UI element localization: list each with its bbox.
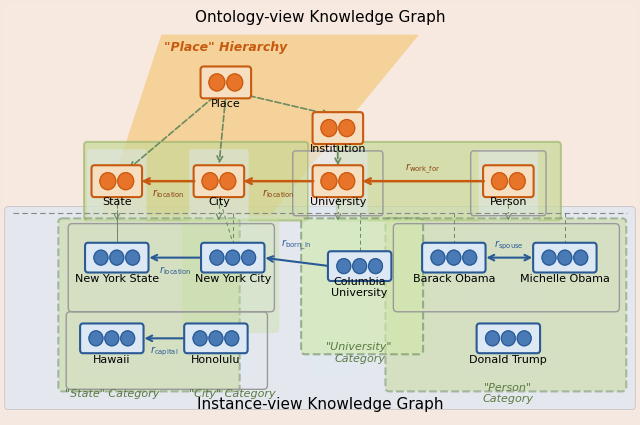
Circle shape: [100, 173, 116, 190]
FancyBboxPatch shape: [4, 207, 636, 409]
FancyBboxPatch shape: [85, 243, 148, 272]
FancyBboxPatch shape: [3, 3, 637, 411]
Text: "Person"
Category: "Person" Category: [483, 383, 534, 404]
Circle shape: [89, 331, 103, 346]
Text: Institution: Institution: [310, 144, 366, 154]
FancyBboxPatch shape: [385, 218, 627, 391]
Circle shape: [337, 259, 351, 274]
Circle shape: [94, 250, 108, 265]
Text: New York State: New York State: [75, 274, 159, 284]
FancyBboxPatch shape: [533, 243, 596, 272]
Circle shape: [431, 250, 445, 265]
Circle shape: [509, 173, 525, 190]
FancyBboxPatch shape: [200, 66, 251, 98]
FancyBboxPatch shape: [194, 165, 244, 197]
Text: City: City: [208, 197, 230, 207]
FancyBboxPatch shape: [189, 149, 248, 377]
Text: "Place" Hierarchy: "Place" Hierarchy: [164, 41, 287, 54]
Circle shape: [209, 74, 225, 91]
Circle shape: [517, 331, 531, 346]
Text: Hawaii: Hawaii: [93, 354, 131, 365]
Circle shape: [242, 250, 255, 265]
Circle shape: [209, 331, 223, 346]
FancyBboxPatch shape: [184, 323, 248, 353]
FancyBboxPatch shape: [337, 142, 561, 221]
Circle shape: [121, 331, 134, 346]
Text: Instance-view Knowledge Graph: Instance-view Knowledge Graph: [196, 397, 444, 412]
FancyBboxPatch shape: [328, 251, 392, 281]
FancyBboxPatch shape: [483, 165, 534, 197]
Circle shape: [353, 259, 367, 274]
Text: "City" Category: "City" Category: [189, 388, 276, 399]
Text: $r_{\rm location}$: $r_{\rm location}$: [159, 264, 191, 277]
Circle shape: [463, 250, 477, 265]
Circle shape: [118, 173, 134, 190]
Text: Barack Obama: Barack Obama: [413, 274, 495, 284]
FancyBboxPatch shape: [308, 149, 367, 377]
FancyBboxPatch shape: [84, 142, 308, 221]
Text: $r_{\rm born\_in}$: $r_{\rm born\_in}$: [281, 238, 312, 252]
FancyBboxPatch shape: [477, 323, 540, 353]
Circle shape: [501, 331, 515, 346]
FancyBboxPatch shape: [92, 165, 142, 197]
Text: "State" Category: "State" Category: [65, 388, 159, 399]
Circle shape: [225, 331, 239, 346]
Circle shape: [542, 250, 556, 265]
Text: Ontology-view Knowledge Graph: Ontology-view Knowledge Graph: [195, 10, 445, 25]
Circle shape: [339, 173, 355, 190]
Circle shape: [125, 250, 140, 265]
Text: Columbia
University: Columbia University: [332, 277, 388, 298]
FancyBboxPatch shape: [87, 149, 147, 377]
Circle shape: [321, 173, 337, 190]
FancyBboxPatch shape: [301, 218, 423, 354]
Circle shape: [321, 119, 337, 136]
Circle shape: [369, 259, 383, 274]
Text: Person: Person: [490, 197, 527, 207]
FancyBboxPatch shape: [80, 323, 143, 353]
Text: Michelle Obama: Michelle Obama: [520, 274, 610, 284]
Text: $r_{\rm work\_for}$: $r_{\rm work\_for}$: [405, 162, 441, 176]
Text: State: State: [102, 197, 132, 207]
Circle shape: [220, 173, 236, 190]
Text: $r_{\rm location}$: $r_{\rm location}$: [152, 187, 184, 200]
FancyBboxPatch shape: [201, 243, 264, 272]
Circle shape: [447, 250, 461, 265]
Text: $r_{\rm location}$: $r_{\rm location}$: [262, 187, 294, 200]
Text: University: University: [310, 197, 366, 207]
Circle shape: [558, 250, 572, 265]
FancyBboxPatch shape: [422, 243, 486, 272]
Circle shape: [227, 74, 243, 91]
Circle shape: [226, 250, 240, 265]
FancyBboxPatch shape: [312, 112, 363, 144]
Circle shape: [574, 250, 588, 265]
Text: Donald Trump: Donald Trump: [470, 354, 547, 365]
Circle shape: [486, 331, 499, 346]
Text: "University"
Category: "University" Category: [326, 343, 393, 364]
Circle shape: [105, 331, 119, 346]
Text: New York City: New York City: [195, 274, 271, 284]
Text: $r_{\rm spouse}$: $r_{\rm spouse}$: [495, 238, 524, 252]
FancyBboxPatch shape: [312, 165, 363, 197]
Circle shape: [492, 173, 508, 190]
Text: Place: Place: [211, 99, 241, 109]
Circle shape: [210, 250, 224, 265]
Circle shape: [339, 119, 355, 136]
Polygon shape: [102, 34, 419, 215]
FancyBboxPatch shape: [58, 218, 240, 391]
FancyBboxPatch shape: [479, 149, 538, 377]
Circle shape: [110, 250, 124, 265]
Text: Honolulu: Honolulu: [191, 354, 241, 365]
Text: $r_{\rm capital}$: $r_{\rm capital}$: [150, 344, 178, 358]
Circle shape: [202, 173, 218, 190]
FancyBboxPatch shape: [182, 218, 279, 333]
Circle shape: [193, 331, 207, 346]
